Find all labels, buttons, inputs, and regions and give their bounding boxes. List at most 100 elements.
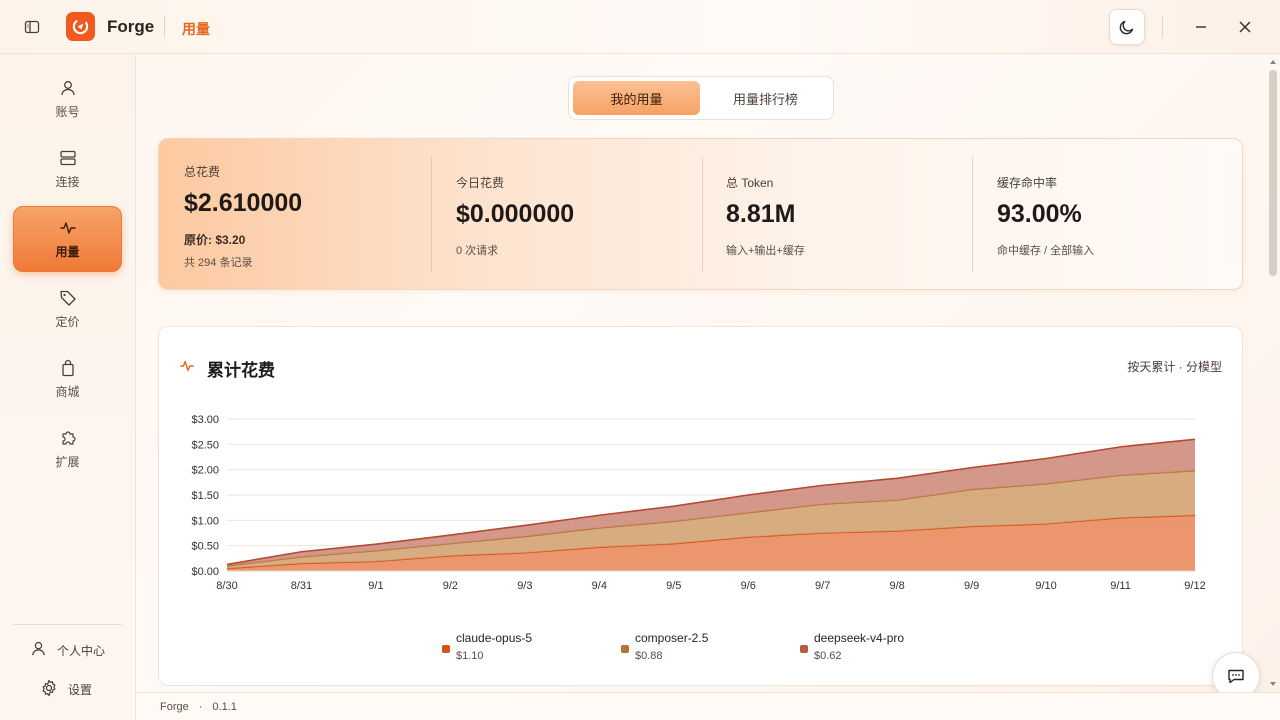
sidebar-item-label: 扩展: [55, 454, 80, 469]
cumulative-cost-card: 累计花费 按天累计 · 分模型 $0.00 $0.50 $1.00 $1.50 $2.0…: [158, 326, 1243, 686]
page-title: 用量: [182, 21, 210, 37]
moon-icon: [1119, 20, 1134, 35]
sidebar-item-label: 用量: [55, 244, 80, 259]
y-tick-label: $0.00: [191, 566, 219, 578]
sidebar-divider: [13, 624, 122, 625]
sidebar-item-label: 定价: [55, 314, 80, 329]
close-button[interactable]: [1236, 18, 1254, 36]
sidebar-item-store[interactable]: 商城: [13, 346, 122, 412]
x-tick-label: 9/2: [443, 580, 458, 592]
legend-swatch: [621, 645, 629, 653]
theme-toggle-button[interactable]: [1109, 9, 1145, 45]
sidebar-item-settings[interactable]: 设置: [40, 678, 140, 700]
scrollbar[interactable]: [1266, 54, 1280, 692]
scroll-thumb[interactable]: [1269, 70, 1277, 276]
sidebar-item-label: 商城: [55, 384, 80, 399]
titlebar-separator: [1162, 16, 1163, 38]
sidebar-item-label: 设置: [68, 682, 93, 697]
footer-version: 0.1.1: [212, 700, 237, 713]
x-tick-label: 9/11: [1110, 580, 1131, 592]
sidebar-item-label: 连接: [55, 174, 80, 189]
x-tick-label: 9/6: [741, 580, 756, 592]
usage-tabs: 我的用量 用量排行榜: [568, 76, 834, 120]
stat-total-tokens: 总 Token 8.81M 输入+输出+缓存: [702, 139, 973, 291]
server-icon: [59, 149, 77, 167]
legend-item[interactable]: claude-opus-5 $1.10: [442, 631, 532, 662]
stat-label: 总 Token: [726, 176, 774, 190]
user-icon: [59, 79, 77, 97]
stat-request-count: 0 次请求: [456, 245, 499, 257]
series-line-deepseek-v4-pro: [226, 438, 1196, 566]
stat-divider: [972, 157, 973, 271]
user-icon: [30, 640, 47, 660]
sidebar-item-profile[interactable]: 个人中心: [30, 639, 130, 661]
x-tick-label: 9/7: [815, 580, 830, 592]
legend-swatch: [442, 645, 450, 653]
title-divider: [164, 16, 165, 38]
stat-value: 8.81M: [726, 200, 796, 228]
x-tick-label: 8/31: [291, 580, 312, 592]
stat-divider: [431, 157, 432, 271]
stat-token-breakdown: 输入+输出+缓存: [726, 245, 805, 257]
sidebar-item-extensions[interactable]: 扩展: [13, 416, 122, 482]
x-tick-label: 9/10: [1035, 580, 1056, 592]
sidebar: 账号 连接 用量 定价 商城 扩展 个人中心 设置: [0, 54, 136, 720]
sidebar-item-usage[interactable]: 用量: [13, 206, 122, 272]
stat-cache-hit-rate: 缓存命中率 93.00% 命中缓存 / 全部输入: [972, 139, 1243, 291]
y-tick-label: $2.00: [191, 465, 219, 477]
x-tick-label: 9/4: [592, 580, 607, 592]
stat-total-cost: 总花费 $2.610000 原价: $3.20 共 294 条记录: [159, 139, 431, 291]
status-bar: Forge · 0.1.1: [136, 692, 1280, 720]
x-tick-label: 9/5: [666, 580, 681, 592]
sidebar-item-account[interactable]: 账号: [13, 66, 122, 132]
stat-label: 总花费: [184, 165, 221, 179]
tab-my-usage[interactable]: 我的用量: [573, 81, 700, 115]
y-tick-label: $3.00: [191, 414, 219, 426]
legend-value: $0.88: [635, 650, 663, 662]
stat-label: 今日花费: [456, 176, 505, 190]
app-name: Forge: [107, 17, 155, 36]
title-bar: Forge 用量: [0, 0, 1280, 54]
stat-value: $2.610000: [184, 189, 303, 217]
series-area-claude-opus-5: [227, 515, 1195, 571]
activity-icon: [59, 219, 77, 237]
stat-cache-formula: 命中缓存 / 全部输入: [997, 245, 1095, 257]
chart-title: 累计花费: [207, 361, 275, 380]
stat-record-count: 共 294 条记录: [184, 257, 253, 269]
y-tick-label: $0.50: [191, 541, 219, 553]
y-tick-label: $1.00: [191, 515, 219, 527]
legend-name: claude-opus-5: [456, 631, 533, 645]
x-tick-label: 9/1: [368, 580, 383, 592]
x-tick-label: 9/3: [517, 580, 532, 592]
stat-divider: [702, 157, 703, 271]
legend-item[interactable]: deepseek-v4-pro $0.62: [800, 631, 904, 662]
tab-usage-ranking[interactable]: 用量排行榜: [732, 91, 798, 107]
stat-value: $0.000000: [456, 200, 575, 228]
tag-icon: [59, 289, 77, 307]
legend-value: $1.10: [456, 650, 484, 662]
stat-today-cost: 今日花费 $0.000000 0 次请求: [431, 139, 702, 291]
sidebar-toggle-icon[interactable]: [24, 19, 40, 35]
stat-label: 缓存命中率: [997, 176, 1058, 190]
legend-name: composer-2.5: [635, 631, 709, 645]
legend-name: deepseek-v4-pro: [814, 631, 905, 645]
forge-logo-icon: [66, 12, 95, 41]
close-icon: [1239, 21, 1251, 33]
legend-value: $0.62: [814, 650, 842, 662]
x-tick-label: 9/8: [890, 580, 905, 592]
minimize-button[interactable]: [1192, 18, 1210, 36]
sidebar-item-label: 个人中心: [57, 643, 106, 658]
scrollbar-arrows: [1270, 60, 1276, 686]
series-area-composer-2.5: [227, 470, 1195, 569]
sidebar-item-pricing[interactable]: 定价: [13, 276, 122, 342]
legend-swatch: [800, 645, 808, 653]
chat-bubble-icon: [1228, 669, 1244, 684]
activity-icon: [179, 358, 195, 374]
chart-mode-label: 按天累计 · 分模型: [1127, 360, 1222, 374]
gear-icon: [40, 679, 58, 700]
stat-original-price: 原价: $3.20: [184, 233, 246, 247]
shopping-bag-icon: [59, 359, 77, 377]
legend-item[interactable]: composer-2.5 $0.88: [621, 631, 708, 662]
sidebar-item-connections[interactable]: 连接: [13, 136, 122, 202]
minimize-icon: [1196, 26, 1206, 28]
